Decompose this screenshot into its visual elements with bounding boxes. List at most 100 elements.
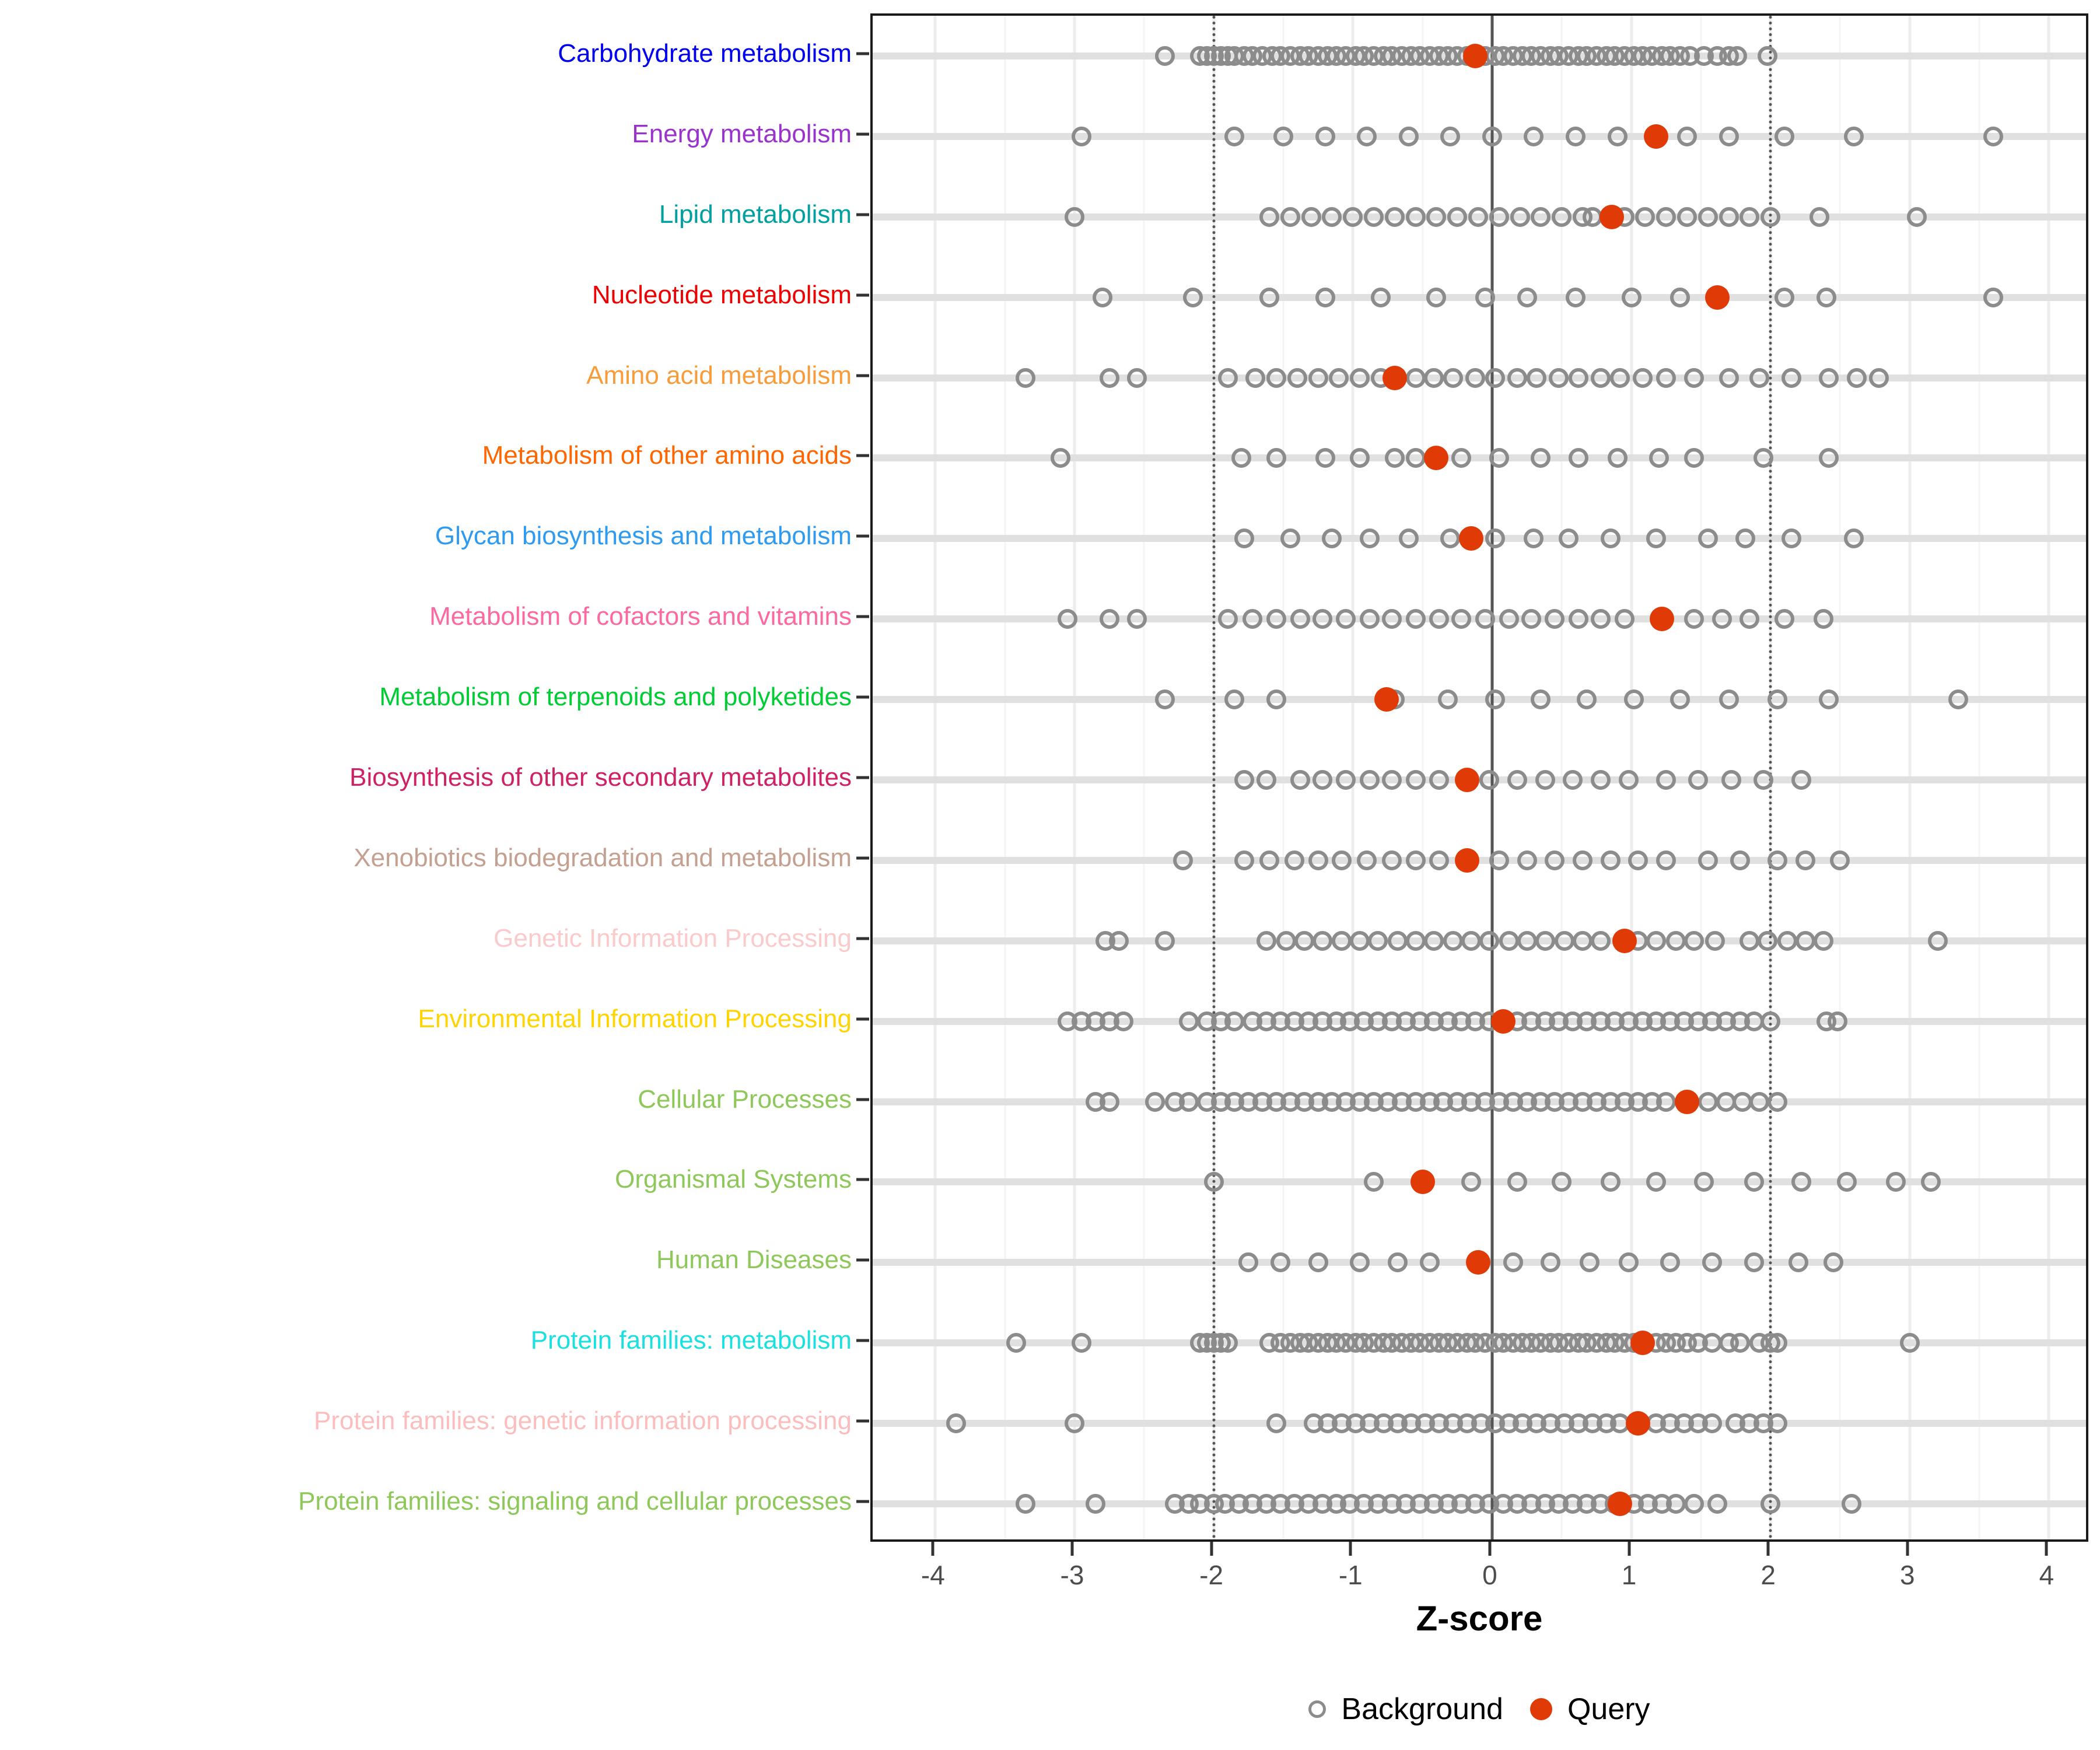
background-point <box>1521 609 1541 629</box>
x-axis-tick <box>1906 1542 1909 1556</box>
x-axis-tick-label: 2 <box>1760 1560 1776 1590</box>
background-point <box>1155 46 1175 66</box>
background-point <box>1203 1172 1224 1192</box>
y-axis-tick <box>856 937 869 940</box>
background-point <box>1280 528 1300 549</box>
background-point <box>1983 287 2003 307</box>
background-point <box>1359 609 1380 629</box>
query-point <box>1459 526 1484 551</box>
background-point <box>1276 930 1296 951</box>
background-point <box>1744 1252 1764 1273</box>
background-point <box>1429 850 1450 870</box>
background-point <box>1754 770 1774 790</box>
query-point <box>1600 204 1625 229</box>
background-point <box>1284 850 1305 870</box>
background-point <box>1684 1494 1704 1514</box>
x-axis-tick <box>1766 1542 1770 1556</box>
query-point <box>1705 285 1730 310</box>
background-point <box>1256 930 1277 951</box>
background-point <box>1384 206 1405 227</box>
background-point <box>1224 690 1245 710</box>
x-axis-tick-label: 1 <box>1621 1560 1637 1590</box>
background-point <box>1531 206 1551 227</box>
background-point <box>1301 206 1321 227</box>
background-point <box>1405 206 1426 227</box>
x-axis-tick-label: 3 <box>1899 1560 1915 1590</box>
background-point <box>1735 528 1756 549</box>
background-point <box>1607 448 1628 468</box>
background-point <box>1830 850 1850 870</box>
background-point <box>1382 850 1402 870</box>
background-point <box>1712 609 1732 629</box>
background-point <box>1426 206 1447 227</box>
background-point <box>1573 930 1592 951</box>
query-point <box>1490 1009 1516 1034</box>
background-point <box>1099 609 1119 629</box>
background-point <box>1071 126 1091 146</box>
background-point <box>1927 930 1948 951</box>
background-point <box>1670 690 1690 710</box>
background-point <box>1382 609 1402 629</box>
background-point <box>1405 850 1426 870</box>
background-point <box>1387 930 1408 951</box>
background-point <box>1535 770 1555 790</box>
background-point <box>1676 126 1697 146</box>
y-axis-tick <box>856 1419 869 1423</box>
background-point <box>1398 126 1419 146</box>
background-point <box>1869 368 1889 388</box>
background-point <box>1370 287 1391 307</box>
background-point <box>1259 206 1280 227</box>
background-point <box>1618 1252 1639 1273</box>
background-point <box>1656 206 1676 227</box>
background-point <box>1684 368 1704 388</box>
background-point <box>1535 930 1555 951</box>
background-marker-icon <box>1308 1700 1326 1718</box>
background-point <box>1350 368 1370 388</box>
background-point <box>1809 206 1829 227</box>
background-point <box>1234 770 1255 790</box>
y-axis-tick <box>856 534 869 538</box>
chart-legend: Background Query <box>870 1680 2088 1738</box>
x-axis-tick-label: -1 <box>1338 1560 1363 1590</box>
background-point <box>1329 368 1349 388</box>
y-axis-tick <box>856 1017 869 1021</box>
background-point <box>1823 1252 1843 1273</box>
background-point <box>1173 850 1194 870</box>
query-point <box>1608 1492 1633 1517</box>
background-point <box>1350 1252 1370 1273</box>
background-point <box>1517 850 1537 870</box>
y-axis-tick <box>856 1339 869 1342</box>
background-point <box>1816 287 1836 307</box>
background-point <box>1827 1011 1847 1031</box>
background-point <box>1813 609 1833 629</box>
background-point <box>1405 448 1426 468</box>
background-point <box>1591 770 1611 790</box>
background-point <box>1624 690 1644 710</box>
background-point <box>1684 930 1704 951</box>
background-point <box>1357 850 1377 870</box>
background-point <box>1545 609 1565 629</box>
background-point <box>1707 1494 1728 1514</box>
y-axis-tick <box>856 132 869 136</box>
background-point <box>1885 1172 1906 1192</box>
background-point <box>1665 1494 1686 1514</box>
background-point <box>1287 368 1307 388</box>
background-point <box>1071 1333 1091 1353</box>
query-point <box>1626 1411 1651 1436</box>
background-point <box>1698 850 1718 870</box>
background-point <box>1016 368 1036 388</box>
background-point <box>1649 448 1670 468</box>
background-point <box>1322 528 1342 549</box>
background-point <box>1568 368 1588 388</box>
y-axis-label: Protein families: genetic information pr… <box>313 1406 852 1436</box>
background-point <box>1419 1252 1440 1273</box>
x-axis-tick <box>1488 1542 1492 1556</box>
background-point <box>1635 206 1656 227</box>
background-point <box>1983 126 2003 146</box>
background-point <box>1256 770 1277 790</box>
background-point <box>1718 206 1739 227</box>
y-axis-tick <box>856 1178 869 1181</box>
background-point <box>1573 850 1592 870</box>
background-point <box>1443 930 1464 951</box>
background-point <box>1563 770 1583 790</box>
